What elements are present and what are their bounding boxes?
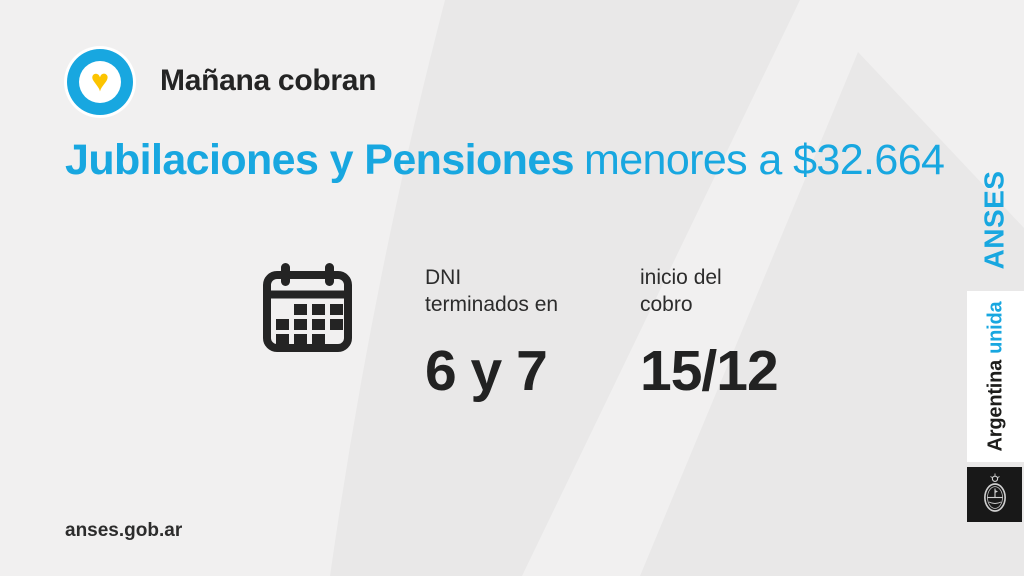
gov-brand-text: Argentina unida xyxy=(984,302,1007,452)
gov-brand-word1: Argentina xyxy=(984,359,1007,452)
page-title: Mañana cobran xyxy=(160,64,377,97)
heart-icon: ♥ xyxy=(90,63,110,98)
payment-start-label-line1: inicio del xyxy=(640,266,722,289)
calendar-icon xyxy=(263,263,352,352)
payment-start-label: inicio del cobro xyxy=(640,264,778,318)
dni-label-line2: terminados en xyxy=(425,293,559,316)
payment-start-label-line2: cobro xyxy=(640,293,693,316)
payment-start-value: 15/12 xyxy=(640,339,779,403)
dni-column: DNI terminados en 6 y 7 xyxy=(425,264,558,404)
sidebar-agency-label: ANSES xyxy=(978,170,1009,270)
headline: Jubilaciones y Pensiones menores a $32.66… xyxy=(65,136,945,185)
dni-label-line1: DNI xyxy=(425,266,462,289)
anses-heart-logo: ♥ xyxy=(67,49,133,115)
headline-regular: menores a $32.664 xyxy=(583,136,945,184)
dni-label: DNI terminados en xyxy=(425,264,558,318)
payment-start-column: inicio del cobro 15/12 xyxy=(640,264,779,404)
logo-inner-circle: ♥ xyxy=(79,61,121,103)
argentina-coat-of-arms-icon xyxy=(983,473,1006,512)
gov-brand-panel: Argentina unida xyxy=(967,291,1024,462)
gov-brand-word2: unida xyxy=(984,301,1007,354)
dni-value: 6 y 7 xyxy=(425,339,548,403)
headline-bold: Jubilaciones y Pensiones xyxy=(65,136,575,184)
coat-of-arms-panel xyxy=(967,467,1022,522)
website-url: anses.gob.ar xyxy=(65,520,183,541)
